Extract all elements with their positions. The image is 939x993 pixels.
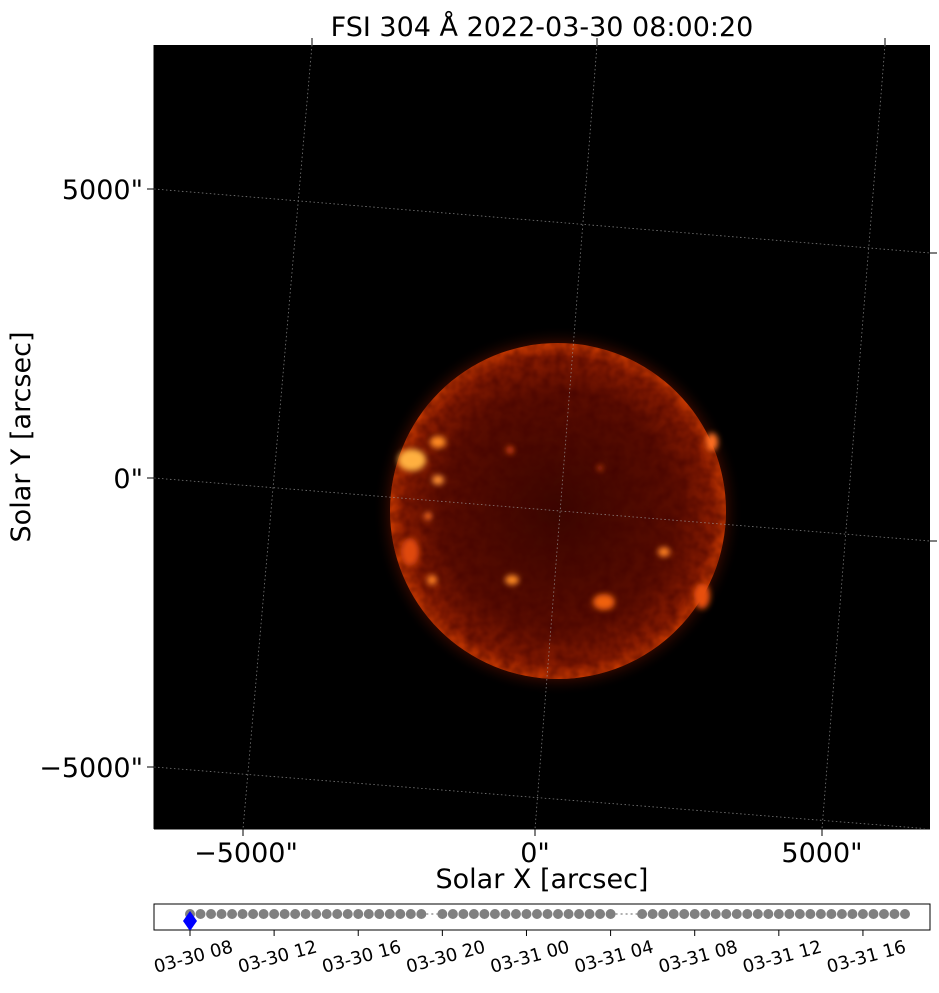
y-axis-label: Solar Y [arcsec] xyxy=(6,332,37,543)
timeline-point xyxy=(416,909,427,919)
timeline-point xyxy=(206,909,217,919)
timeline-point xyxy=(374,909,385,919)
timeline-point xyxy=(679,909,690,919)
timeline-point xyxy=(342,909,353,919)
active-regions xyxy=(398,433,718,610)
timeline-point xyxy=(605,909,616,919)
x-axis-label: Solar X [arcsec] xyxy=(436,864,649,895)
timeline-point xyxy=(531,909,542,919)
timeline-point xyxy=(595,909,606,919)
timeline-point xyxy=(510,909,521,919)
timeline-point xyxy=(689,909,700,919)
timeline-point xyxy=(763,909,774,919)
timeline-point xyxy=(868,909,879,919)
timeline-tick-label: 03-30 12 xyxy=(236,937,320,978)
y-tick-label: −5000" xyxy=(39,753,143,784)
timeline-point xyxy=(468,909,479,919)
timeline-point xyxy=(805,909,816,919)
timeline-point xyxy=(731,909,742,919)
timeline-tick-label: 03-31 04 xyxy=(572,937,656,978)
timeline-point xyxy=(815,909,826,919)
timeline-tick-label: 03-30 16 xyxy=(320,937,404,978)
timeline-tick-label: 03-31 16 xyxy=(825,937,909,978)
timeline-point xyxy=(500,909,511,919)
timeline-point xyxy=(889,909,900,919)
timeline-point xyxy=(668,909,679,919)
timeline-point xyxy=(742,909,753,919)
timeline-point xyxy=(447,909,458,919)
timeline-point xyxy=(405,909,416,919)
timeline-point xyxy=(279,909,290,919)
timeline-point xyxy=(248,909,259,919)
y-tick-label: 0" xyxy=(113,464,143,495)
timeline-point xyxy=(584,909,595,919)
timeline-point xyxy=(794,909,805,919)
timeline-point xyxy=(521,909,532,919)
timeline-point xyxy=(647,909,658,919)
timeline-point xyxy=(458,909,469,919)
current-frame-marker xyxy=(183,911,197,931)
timeline-point xyxy=(300,909,311,919)
timeline-point xyxy=(658,909,669,919)
y-tick-label: 5000" xyxy=(62,175,143,206)
timeline-point xyxy=(489,909,500,919)
timeline-point xyxy=(269,909,280,919)
timeline-point xyxy=(784,909,795,919)
timeline-tick-label: 03-31 00 xyxy=(488,937,572,978)
coordinate-grid xyxy=(154,45,930,829)
timeline-point xyxy=(395,909,406,919)
timeline-point xyxy=(826,909,837,919)
timeline-point xyxy=(353,909,364,919)
timeline-point xyxy=(542,909,553,919)
timeline-point xyxy=(773,909,784,919)
timeline-point xyxy=(290,909,301,919)
timeline-point xyxy=(311,909,322,919)
chart-title: FSI 304 Å 2022-03-30 08:00:20 xyxy=(331,11,754,43)
timeline-point xyxy=(637,909,648,919)
timeline-point xyxy=(878,909,889,919)
timeline-tick-label: 03-31 12 xyxy=(741,937,825,978)
timeline-point xyxy=(437,909,448,919)
timeline-point xyxy=(237,909,248,919)
x-tick-label: 0" xyxy=(520,838,550,869)
timeline-point xyxy=(721,909,732,919)
timeline-point xyxy=(752,909,763,919)
timeline-point xyxy=(836,909,847,919)
timeline-tick-label: 03-31 08 xyxy=(656,937,740,978)
timeline-point xyxy=(574,909,585,919)
timeline-point xyxy=(563,909,574,919)
timeline-point xyxy=(553,909,564,919)
x-tick-label: 5000" xyxy=(781,838,862,869)
timeline-point xyxy=(847,909,858,919)
x-tick-label: −5000" xyxy=(194,838,298,869)
timeline-point xyxy=(900,909,910,919)
timeline-point xyxy=(216,909,227,919)
timeline-point xyxy=(710,909,721,919)
timeline-point xyxy=(479,909,490,919)
timeline-point xyxy=(258,909,269,919)
timeline-point xyxy=(195,909,206,919)
timeline-tick-label: 03-30 20 xyxy=(404,937,488,978)
timeline-point xyxy=(332,909,343,919)
timeline-point xyxy=(384,909,395,919)
image-frame xyxy=(147,38,937,836)
timeline-point xyxy=(363,909,374,919)
timeline-point xyxy=(857,909,868,919)
timeline-tick-label: 03-30 08 xyxy=(152,937,236,978)
timeline-point xyxy=(321,909,332,919)
timeline-point xyxy=(700,909,711,919)
timeline-point xyxy=(227,909,238,919)
